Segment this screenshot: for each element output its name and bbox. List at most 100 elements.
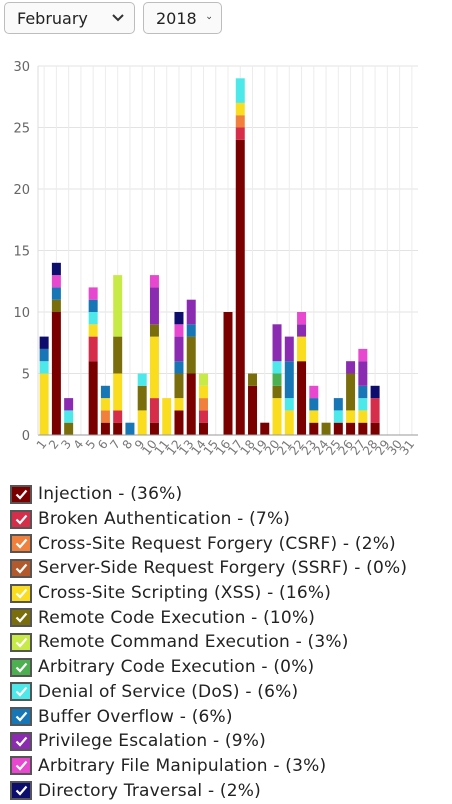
year-select-value: 2018 [156,8,197,28]
check-icon [15,514,27,525]
chevron-down-icon [112,14,124,22]
legend-item[interactable]: Injection - (36%) [10,482,407,507]
bar-segment [198,422,208,435]
legend-item[interactable]: Buffer Overflow - (6%) [10,704,407,729]
bar-segment [297,361,307,435]
bar-segment [284,398,294,411]
bar-segment [125,422,135,435]
bar-segment [174,336,184,362]
bar-segment [370,422,380,435]
date-filters: February 2018 [4,2,222,36]
bar-segment [346,422,356,435]
chart-legend: Injection - (36%) Broken Authentication -… [10,482,407,803]
bar-segment [88,336,98,362]
bar-segment [272,324,282,362]
check-icon [15,613,27,623]
bar-segment [113,373,123,411]
legend-checkbox[interactable] [10,632,32,652]
legend-checkbox[interactable] [10,558,32,578]
year-select[interactable]: 2018 [143,2,222,34]
bar-segment [88,361,98,435]
legend-checkbox[interactable] [10,509,32,529]
bar-segment [370,385,380,399]
y-tick-label: 25 [13,122,30,137]
bar-segment [88,299,98,312]
bar-segment [198,373,208,386]
legend-checkbox[interactable] [10,682,32,702]
bar-segment [174,398,184,411]
bar-segment [358,361,368,386]
legend-item[interactable]: Directory Traversal - (2%) [10,778,407,803]
stacked-bar-chart: 0510152025301234567891011121314151617181… [13,60,418,458]
legend-item[interactable]: Server-Side Request Forgery (SSRF) - (0%… [10,556,407,581]
check-icon [15,662,27,673]
legend-item[interactable]: Remote Command Execution - (3%) [10,630,407,655]
y-tick-label: 15 [13,245,30,260]
bar-segment [88,324,98,337]
bar-segment [186,336,196,374]
month-select-value: February [17,8,88,28]
legend-checkbox[interactable] [10,781,32,801]
bar-segment [284,410,294,435]
bar-segment [333,422,343,435]
bar-segment [272,373,282,386]
bar-segment [100,422,110,435]
legend-checkbox[interactable] [10,484,32,504]
bar-segment [149,275,159,288]
bar-segment [186,373,196,435]
check-icon [15,563,27,574]
bar-segment [64,410,74,423]
bar-segment [113,410,123,423]
bar-segment [248,385,258,435]
legend-item[interactable]: Privilege Escalation - (9%) [10,729,407,754]
bar-segment [149,287,159,325]
bar-segment [137,385,147,411]
legend-checkbox[interactable] [10,657,32,677]
legend-item[interactable]: Arbitrary File Manipulation - (3%) [10,754,407,779]
bar-segment [284,336,294,362]
bar-segment [113,422,123,435]
legend-label: Arbitrary Code Execution - (0%) [38,657,315,678]
bar-segment [260,422,270,435]
bar-segment [39,336,49,349]
legend-label: Broken Authentication - (7%) [38,509,291,530]
bar-segment [272,361,282,374]
legend-item[interactable]: Broken Authentication - (7%) [10,507,407,532]
bar-segment [358,410,368,423]
bar-segment [297,312,307,325]
bar-segment [100,385,110,399]
bar-segment [346,361,356,374]
legend-item[interactable]: Denial of Service (DoS) - (6%) [10,680,407,705]
legend-item[interactable]: Remote Code Execution - (10%) [10,605,407,630]
bar-segment [149,398,159,423]
legend-checkbox[interactable] [10,731,32,751]
bar-segment [149,324,159,337]
bar-segment [39,361,49,374]
legend-label: Denial of Service (DoS) - (6%) [38,681,299,702]
legend-checkbox[interactable] [10,608,32,628]
bar-segment [174,410,184,435]
bar-segment [100,410,110,423]
bar-segment [149,422,159,435]
y-tick-label: 5 [22,368,30,383]
legend-item[interactable]: Cross-Site Request Forgery (CSRF) - (2%) [10,531,407,556]
legend-label: Injection - (36%) [38,484,183,505]
bar-segment [51,299,61,312]
bar-segment [51,275,61,288]
check-icon [15,687,27,697]
legend-checkbox[interactable] [10,534,32,554]
bar-segment [358,348,368,362]
month-select[interactable]: February [4,2,135,34]
bar-segment [309,410,319,423]
bar-segment [39,348,49,362]
legend-item[interactable]: Cross-Site Scripting (XSS) - (16%) [10,581,407,606]
check-icon [15,489,27,500]
bar-segment [186,324,196,337]
legend-checkbox[interactable] [10,756,32,776]
legend-checkbox[interactable] [10,707,32,727]
bar-segment [223,312,233,435]
legend-checkbox[interactable] [10,583,32,603]
check-icon [15,538,27,549]
bar-segment [186,299,196,325]
legend-item[interactable]: Arbitrary Code Execution - (0%) [10,655,407,680]
